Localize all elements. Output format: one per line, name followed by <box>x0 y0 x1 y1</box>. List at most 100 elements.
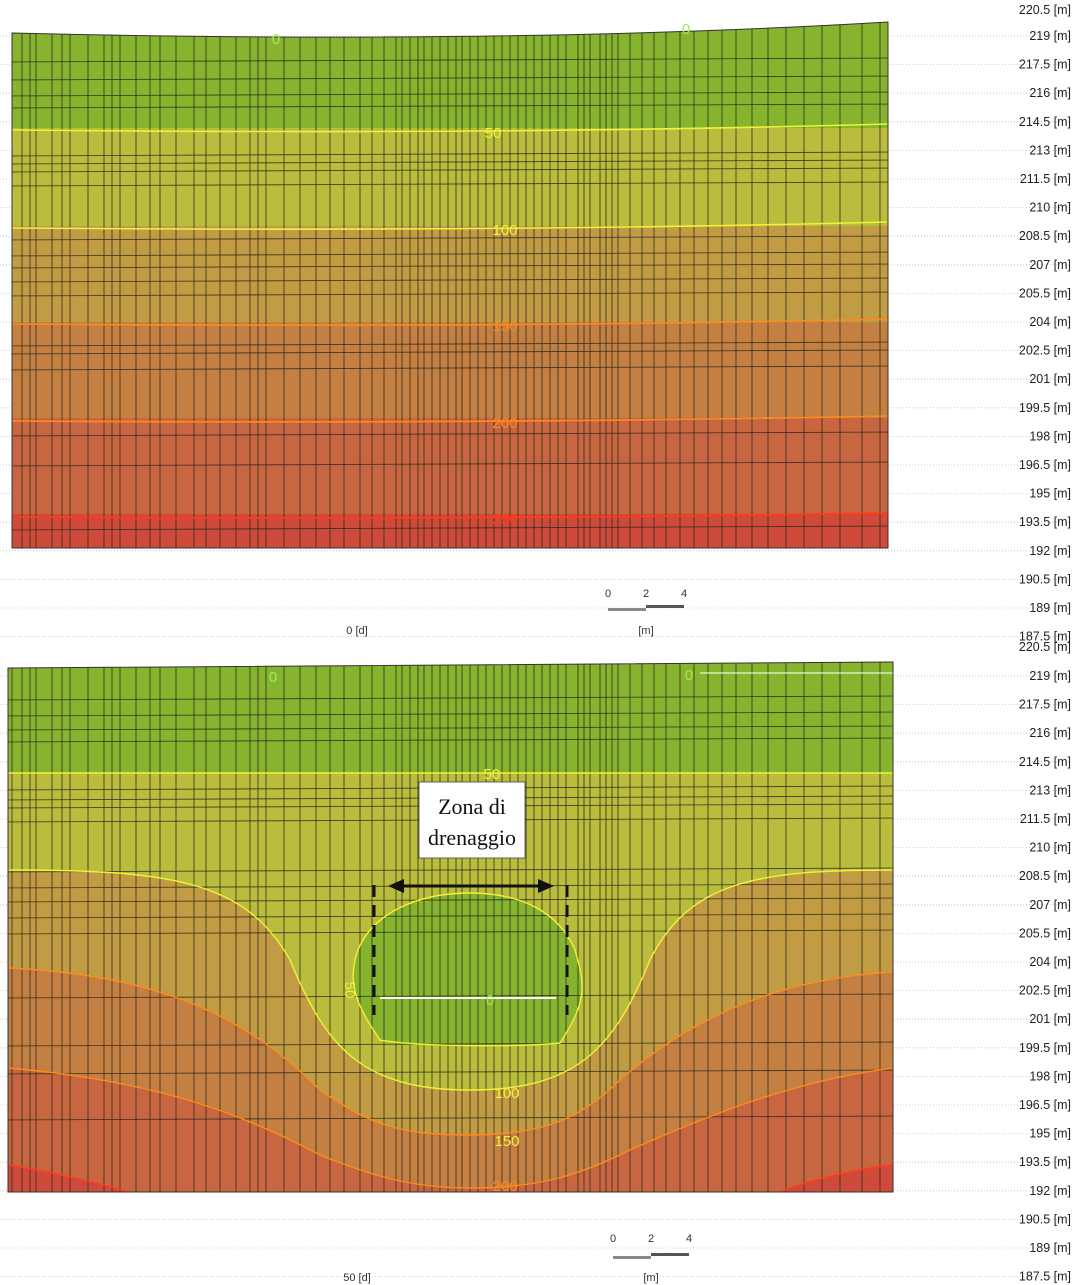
band-0-50 <box>12 22 888 130</box>
elevation-label: 214.5 [m] <box>1019 755 1071 769</box>
scale-tick-0: 0 <box>605 588 611 600</box>
contour-label-150: 150 <box>494 1133 519 1150</box>
elevation-label: 202.5 [m] <box>1019 984 1071 998</box>
mesh-grid-bottom <box>8 662 893 1192</box>
contour-50-inner <box>352 892 583 1047</box>
elevation-label: 211.5 [m] <box>1020 172 1071 186</box>
panel-bottom: 0 0 50 50 0 100 150 200 Zona di drenaggi… <box>7 661 894 1284</box>
elevation-label: 187.5 [m] <box>1019 1270 1071 1284</box>
elevation-label: 213 [m] <box>1029 143 1071 157</box>
elevation-label: 211.5 [m] <box>1020 812 1071 826</box>
elevation-label: 198 [m] <box>1029 429 1071 443</box>
contour-label-100: 100 <box>494 1085 519 1102</box>
elevation-label: 205.5 [m] <box>1019 926 1071 940</box>
elevation-label: 193.5 [m] <box>1019 1155 1071 1169</box>
contour-label-150: 150 <box>492 318 517 335</box>
scale-tick-0: 0 <box>610 1233 616 1245</box>
elevation-label: 190.5 [m] <box>1019 1212 1071 1226</box>
elevation-label: 216 [m] <box>1029 726 1071 740</box>
contour-label-0: 0 <box>685 667 693 684</box>
contour-label-0: 0 <box>272 31 280 48</box>
band-250 <box>12 514 888 548</box>
arrow-head-right <box>538 879 554 893</box>
elevation-label: 213 [m] <box>1029 783 1071 797</box>
band-150-200 <box>8 968 893 1188</box>
domain-outline-bottom <box>7 661 894 1193</box>
contour-label-0: 0 <box>269 669 277 686</box>
elevation-label-cut: 220.5 [m] <box>1019 640 1071 654</box>
elevation-label: 196.5 [m] <box>1019 1098 1071 1112</box>
contour-200 <box>8 1067 893 1189</box>
contour-label-50: 50 <box>485 125 502 142</box>
drainage-zone-annotation: Zona di drenaggio <box>372 781 569 1015</box>
elevation-label: 207 [m] <box>1029 258 1071 272</box>
contour-200 <box>12 415 888 423</box>
contour-250 <box>12 512 888 519</box>
elevation-label: 190.5 [m] <box>1019 572 1071 586</box>
scale-tick-2: 2 <box>643 588 649 600</box>
elevation-label: 204 [m] <box>1029 955 1071 969</box>
elevation-label: 210 [m] <box>1029 841 1071 855</box>
elevation-label: 192 [m] <box>1029 544 1071 558</box>
scale-tick-2: 2 <box>648 1233 654 1245</box>
contour-250 <box>759 1164 893 1192</box>
elevation-label: 205.5 [m] <box>1019 286 1071 300</box>
elevation-label: 199.5 [m] <box>1019 1041 1071 1055</box>
scale-tick-4: 4 <box>686 1233 692 1245</box>
contour-250 <box>8 1164 141 1192</box>
band-50-100 <box>12 128 888 228</box>
annotation-line-2: drenaggio <box>428 825 516 850</box>
elevation-label: 210 [m] <box>1029 201 1071 215</box>
elevation-label: 193.5 [m] <box>1019 515 1071 529</box>
contour-label-50: 50 <box>484 766 501 783</box>
elevation-label: 208.5 [m] <box>1019 229 1071 243</box>
elevation-label: 219 [m] <box>1029 669 1071 683</box>
contour-label-200: 200 <box>492 1178 517 1195</box>
elevation-label: 201 [m] <box>1029 372 1071 386</box>
contour-50 <box>12 123 888 133</box>
time-label-top: 0 [d] <box>346 625 367 637</box>
elevation-label: 201 [m] <box>1029 1012 1071 1026</box>
mesh-grid-top <box>12 22 888 548</box>
scale-unit: [m] <box>638 625 653 637</box>
elevation-axis-top: 220.5 [m] 219 [m] 217.5 [m] 216 [m] 214.5 [m… <box>1019 3 1071 644</box>
elevation-label: 217.5 [m] <box>1019 58 1071 72</box>
elevation-label: 199.5 [m] <box>1019 401 1071 415</box>
elevation-label: 219 [m] <box>1029 29 1071 43</box>
band-200-250 <box>8 1068 893 1192</box>
elevation-label: 195 [m] <box>1029 1127 1071 1141</box>
elevation-label: 217.5 [m] <box>1019 698 1071 712</box>
elevation-label: 187.5 [m] <box>1019 630 1071 644</box>
elevation-label: 207 [m] <box>1029 898 1071 912</box>
scale-bar-top: 0 2 4 [m] <box>605 588 687 637</box>
domain-outline-top <box>11 21 889 549</box>
arrow-head-left <box>388 879 404 893</box>
time-label-bottom: 50 [d] <box>343 1272 371 1284</box>
elevation-label-cut: 220.5 [m] <box>1019 3 1071 17</box>
contour-150 <box>12 318 888 327</box>
contour-label-0: 0 <box>682 21 690 38</box>
contour-label-250: 250 <box>492 511 517 528</box>
contour-label-100: 100 <box>492 222 517 239</box>
elevation-label: 192 [m] <box>1029 1184 1071 1198</box>
contour-100 <box>12 221 888 230</box>
scale-tick-4: 4 <box>681 588 687 600</box>
contour-label-0: 0 <box>486 992 494 1009</box>
scale-bar-bottom: 0 2 4 [m] <box>610 1233 692 1284</box>
elevation-label: 189 [m] <box>1029 601 1071 615</box>
contour-100 <box>8 869 893 1091</box>
scale-unit: [m] <box>643 1272 658 1284</box>
elevation-label: 208.5 [m] <box>1019 869 1071 883</box>
contour-label-50: 50 <box>341 982 358 999</box>
annotation-line-1: Zona di <box>438 794 506 819</box>
panel-top: 0 0 50 100 150 200 250 0 2 4 [m] 0 [d] <box>11 21 889 637</box>
elevation-label: 198 [m] <box>1029 1069 1071 1083</box>
band-150-200 <box>12 322 888 420</box>
contour-label-200: 200 <box>492 415 517 432</box>
elevation-label: 195 [m] <box>1029 487 1071 501</box>
elevation-label: 196.5 [m] <box>1019 458 1071 472</box>
contour-150 <box>8 967 893 1136</box>
elevation-label: 189 [m] <box>1029 1241 1071 1255</box>
elevation-label: 216 [m] <box>1029 86 1071 100</box>
elevation-label: 214.5 [m] <box>1019 115 1071 129</box>
